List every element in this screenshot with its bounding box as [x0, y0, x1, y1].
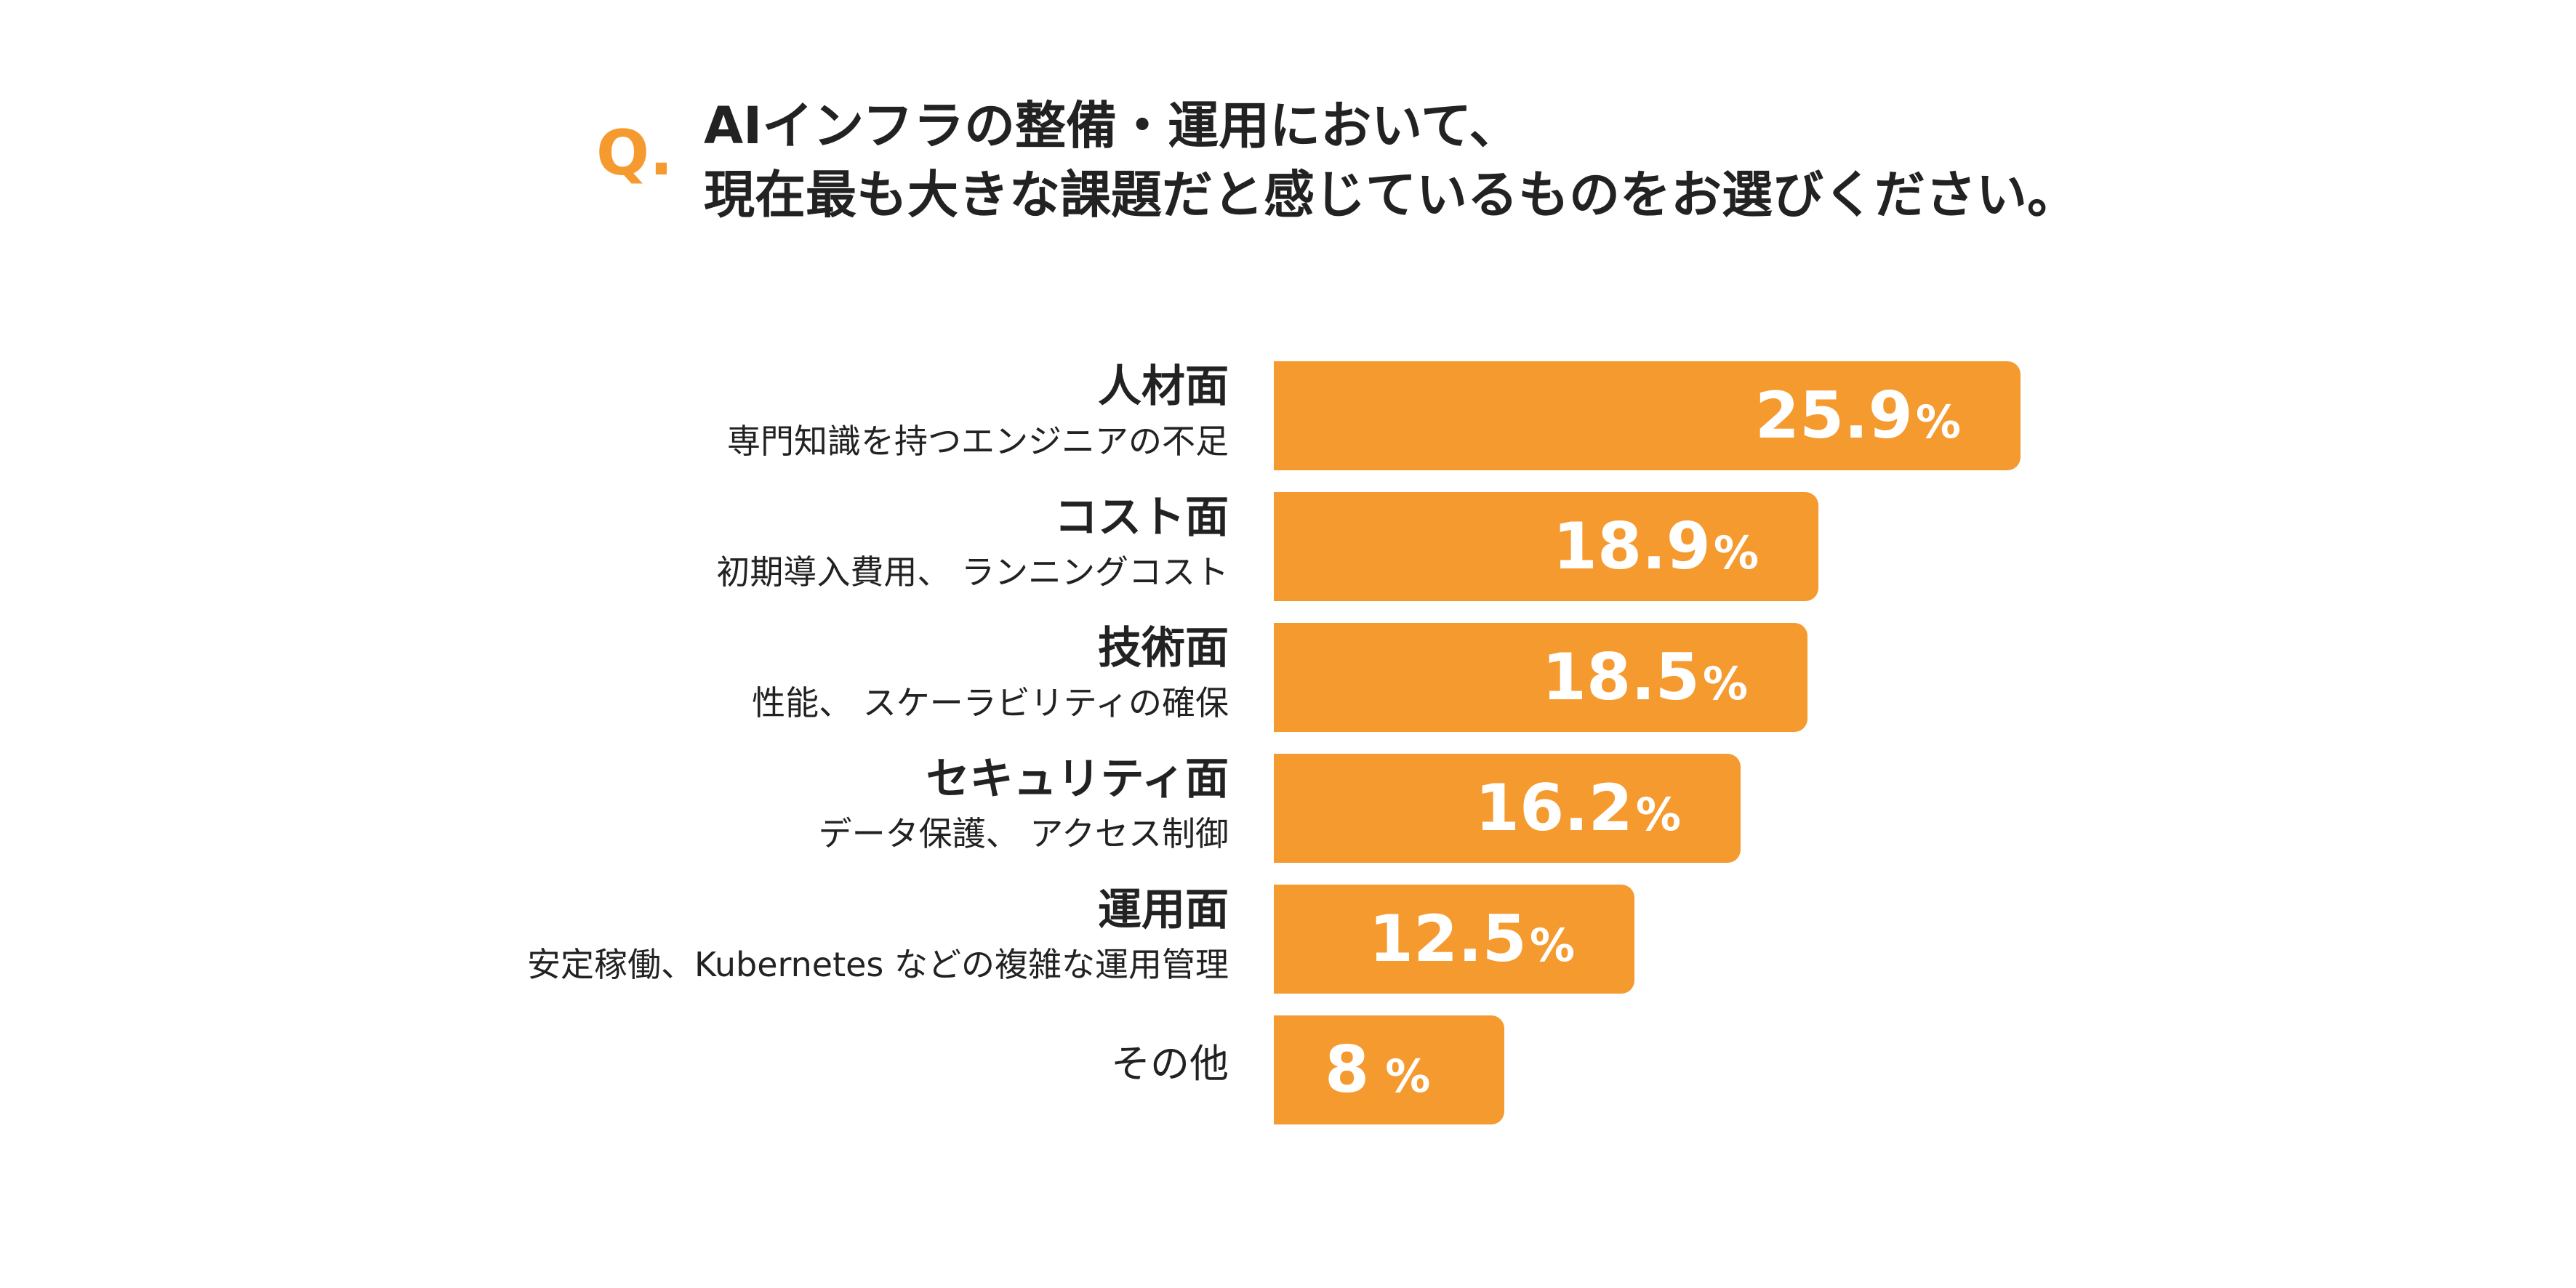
bar-value-label: 16.2%	[1475, 754, 1681, 863]
bar-value-unit: %	[1635, 788, 1681, 841]
category-subtitle: 安定稼働、Kubernetes などの複雑な運用管理	[526, 945, 1229, 984]
bar-value-label: 18.9%	[1553, 492, 1759, 601]
bar-value-number: 8	[1325, 1032, 1370, 1107]
category-title: セキュリティ面	[926, 754, 1229, 805]
category-subtitle: 性能、 スケーラビリティの確保	[752, 683, 1229, 723]
bar-value-unit: %	[1385, 1050, 1431, 1103]
bar: 18.9%	[1274, 492, 1818, 601]
bar-value-number: 16.2	[1474, 770, 1633, 845]
bar: 18.5%	[1274, 623, 1807, 732]
category-title: その他	[1111, 1041, 1229, 1087]
category-title: 人材面	[1098, 361, 1229, 412]
bar-value-unit: %	[1713, 526, 1759, 579]
question-title-line-2: 現在最も大きな課題だと感じているものをお選びください。	[704, 165, 2078, 225]
category-title: 運用面	[1098, 885, 1229, 935]
bar: 12.5%	[1274, 885, 1634, 994]
bar-value-label: 18.5%	[1542, 623, 1748, 732]
bar-value-unit: %	[1529, 919, 1575, 972]
category-title: 技術面	[1098, 623, 1229, 674]
bar: 8%	[1274, 1015, 1504, 1124]
bar-value-number: 25.9	[1754, 378, 1913, 453]
bar-value-unit: %	[1702, 657, 1748, 710]
category-subtitle: 初期導入費用、 ランニングコスト	[716, 552, 1229, 592]
bar-value-label: 8%	[1325, 1015, 1430, 1124]
bar-value-number: 12.5	[1368, 901, 1527, 976]
category-subtitle: データ保護、 アクセス制御	[818, 814, 1229, 853]
bar-value-number: 18.9	[1552, 509, 1711, 584]
bar-value-number: 18.5	[1541, 640, 1700, 715]
bar-value-label: 25.9%	[1755, 361, 1961, 470]
category-title: コスト面	[1054, 492, 1229, 543]
question-mark: Q.	[596, 117, 673, 190]
question-title-line-1: AIインフラの整備・運用において、	[704, 96, 1520, 156]
bar-value-unit: %	[1915, 395, 1961, 448]
bar: 25.9%	[1274, 361, 2021, 470]
category-subtitle: 専門知識を持つエンジニアの不足	[727, 422, 1229, 461]
bar-value-label: 12.5%	[1369, 885, 1575, 994]
bar: 16.2%	[1274, 754, 1741, 863]
